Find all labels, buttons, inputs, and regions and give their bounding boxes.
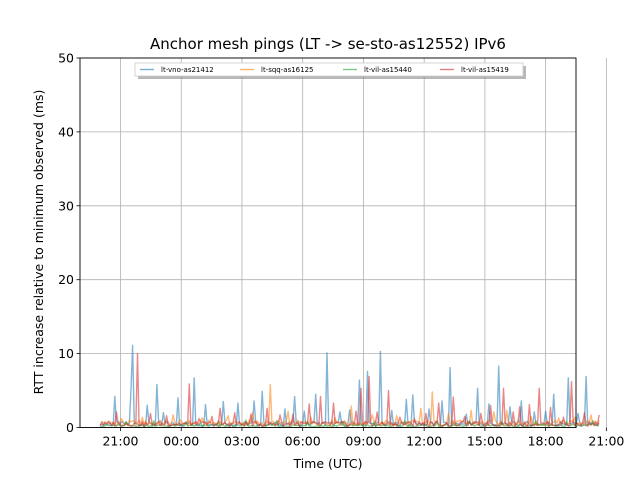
x-tick-label: 18:00	[528, 434, 564, 449]
x-tick-label: 00:00	[163, 434, 199, 449]
y-tick-label: 30	[58, 198, 74, 213]
y-axis-title: RTT increase relative to minimum observe…	[31, 90, 46, 395]
x-axis-title: Time (UTC)	[292, 456, 362, 471]
legend-label: lt-sqq-as16125	[261, 66, 313, 74]
series-layer	[99, 344, 600, 428]
x-tick-label: 12:00	[406, 434, 442, 449]
legend-label: lt-vil-as15440	[364, 66, 412, 74]
x-tick-label: 03:00	[224, 434, 260, 449]
y-tick-label: 40	[58, 124, 74, 139]
y-tick-label: 20	[58, 272, 74, 287]
series-line-lt-vil-as15419	[99, 352, 600, 427]
plot-frame	[79, 57, 577, 428]
x-tick-label: 21:00	[588, 434, 624, 449]
x-tick-label: 06:00	[285, 434, 321, 449]
x-tick-label: 15:00	[467, 434, 503, 449]
y-tick-label: 50	[58, 51, 74, 66]
y-tick-label: 10	[58, 346, 74, 361]
x-axis: 21:00 00:00 03:00 06:00 09:00 12:00 15:00 18:00…	[102, 427, 624, 449]
legend-label: lt-vno-as21412	[161, 66, 214, 74]
legend: lt-vno-as21412 lt-sqq-as16125 lt-vil-as154…	[134, 62, 526, 79]
y-tick-label: 0	[66, 420, 74, 435]
chart-title: Anchor mesh pings (LT -> se-sto-as12552)…	[150, 35, 506, 53]
legend-box	[134, 62, 524, 77]
x-tick-label: 09:00	[345, 434, 381, 449]
x-tick-label: 21:00	[102, 434, 138, 449]
y-axis: 0 10 20 30 40 50	[58, 51, 80, 435]
legend-label: lt-vil-as15419	[461, 66, 509, 74]
